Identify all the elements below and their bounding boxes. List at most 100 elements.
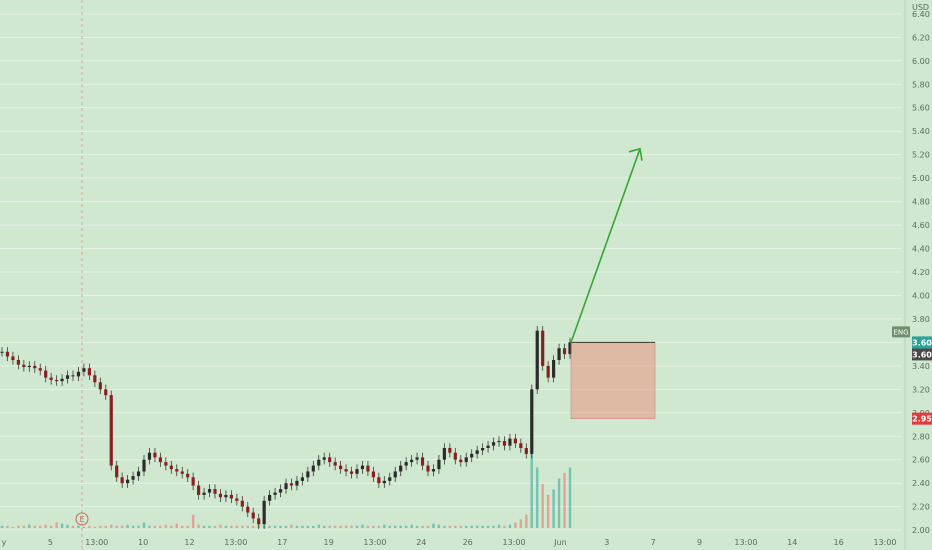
volume-bar (404, 525, 408, 528)
candle-body (541, 330, 545, 366)
volume-bar (503, 525, 506, 528)
candle-body (366, 465, 370, 472)
y-tick-label: 5.80 (912, 80, 930, 89)
volume-bar (279, 525, 282, 528)
volume-bar (110, 524, 113, 528)
volume-bar (366, 525, 370, 528)
volume-bar (508, 524, 512, 528)
volume-bar (437, 524, 441, 528)
volume-bar (344, 525, 348, 528)
y-tick-label: 5.00 (912, 174, 930, 183)
candle-body (322, 457, 326, 460)
x-tick-label: 26 (463, 538, 473, 547)
volume-bar (44, 524, 47, 528)
volume-bar (410, 524, 413, 528)
candle-body (410, 459, 414, 463)
volume-bar (82, 526, 86, 528)
x-tick-label: 19 (323, 538, 333, 547)
candle-body (65, 375, 70, 379)
volume-bar (415, 525, 419, 528)
candle-body (399, 465, 403, 472)
volume-bar (153, 525, 157, 528)
volume-bar (377, 525, 381, 528)
candle-body (557, 348, 561, 360)
volume-bar (120, 525, 124, 528)
volume-bar (443, 525, 446, 528)
price-label: 3.60 (912, 338, 932, 347)
volume-bar (383, 524, 386, 528)
volume-bar (230, 525, 233, 528)
volume-bar (536, 467, 539, 528)
candle-body (109, 395, 113, 466)
volume-bar (541, 484, 544, 528)
candle-body (311, 465, 315, 472)
candle-body (382, 480, 386, 484)
candle-body (257, 518, 261, 525)
volume-bar (350, 525, 353, 528)
candle-body (98, 382, 102, 390)
candle-body (404, 462, 408, 466)
volume-bar (252, 525, 255, 528)
candle-body (513, 438, 517, 444)
volume-bar (306, 525, 310, 528)
volume-bar (191, 514, 195, 528)
candle-body (448, 448, 452, 453)
volume-bar (28, 524, 31, 528)
candle-body (126, 479, 130, 484)
candle-body (333, 462, 337, 466)
candle-body (535, 330, 539, 390)
candle-body (426, 465, 430, 472)
x-tick-label: 5 (48, 538, 53, 547)
candle-body (33, 365, 37, 369)
volume-bar (273, 525, 277, 528)
volume-bar (394, 525, 397, 528)
volume-bar (295, 525, 299, 528)
volume-bar (388, 525, 391, 528)
candle-body (38, 368, 42, 371)
x-tick-label: 17 (277, 538, 287, 547)
x-tick-label: Jun (553, 538, 567, 547)
event-marker (75, 512, 89, 526)
candle-body (87, 368, 91, 376)
candle-body (459, 459, 463, 463)
volume-bar (71, 525, 75, 528)
volume-bar (481, 525, 484, 528)
volume-bar (432, 523, 435, 528)
volume-bar (465, 525, 468, 528)
volume-bar (104, 525, 107, 528)
y-tick-label: 4.60 (912, 221, 930, 230)
y-tick-label: 6.20 (912, 33, 930, 42)
candle-body (158, 457, 162, 463)
x-tick-label: 9 (697, 538, 702, 547)
y-tick-label: 2.00 (912, 526, 930, 535)
y-tick-label: 6.40 (912, 10, 930, 19)
candle-body (246, 506, 250, 513)
candle-body (278, 489, 283, 493)
volume-bar (301, 525, 304, 528)
candle-body (524, 448, 528, 454)
candle-body (273, 492, 277, 495)
candle-body (186, 473, 190, 478)
candle-body (530, 389, 534, 454)
candle-body (207, 489, 212, 493)
x-tick-label: 14 (787, 538, 797, 547)
volume-bar (11, 526, 15, 528)
x-tick-label: 13:00 (363, 538, 386, 547)
candle-body (475, 450, 479, 454)
volume-bar (568, 467, 572, 528)
candle-body (11, 356, 15, 360)
volume-bar (525, 514, 528, 528)
candle-body (289, 483, 294, 486)
x-tick-label: 13:00 (873, 538, 896, 547)
y-tick-label: 5.60 (912, 104, 930, 113)
volume-bar (514, 522, 517, 528)
candle-body (481, 448, 485, 451)
y-tick-label: 6.00 (912, 57, 930, 66)
projection-arrowhead (628, 147, 643, 161)
volume-bar (159, 525, 162, 528)
candle-body (16, 360, 20, 365)
candles (0, 325, 572, 529)
